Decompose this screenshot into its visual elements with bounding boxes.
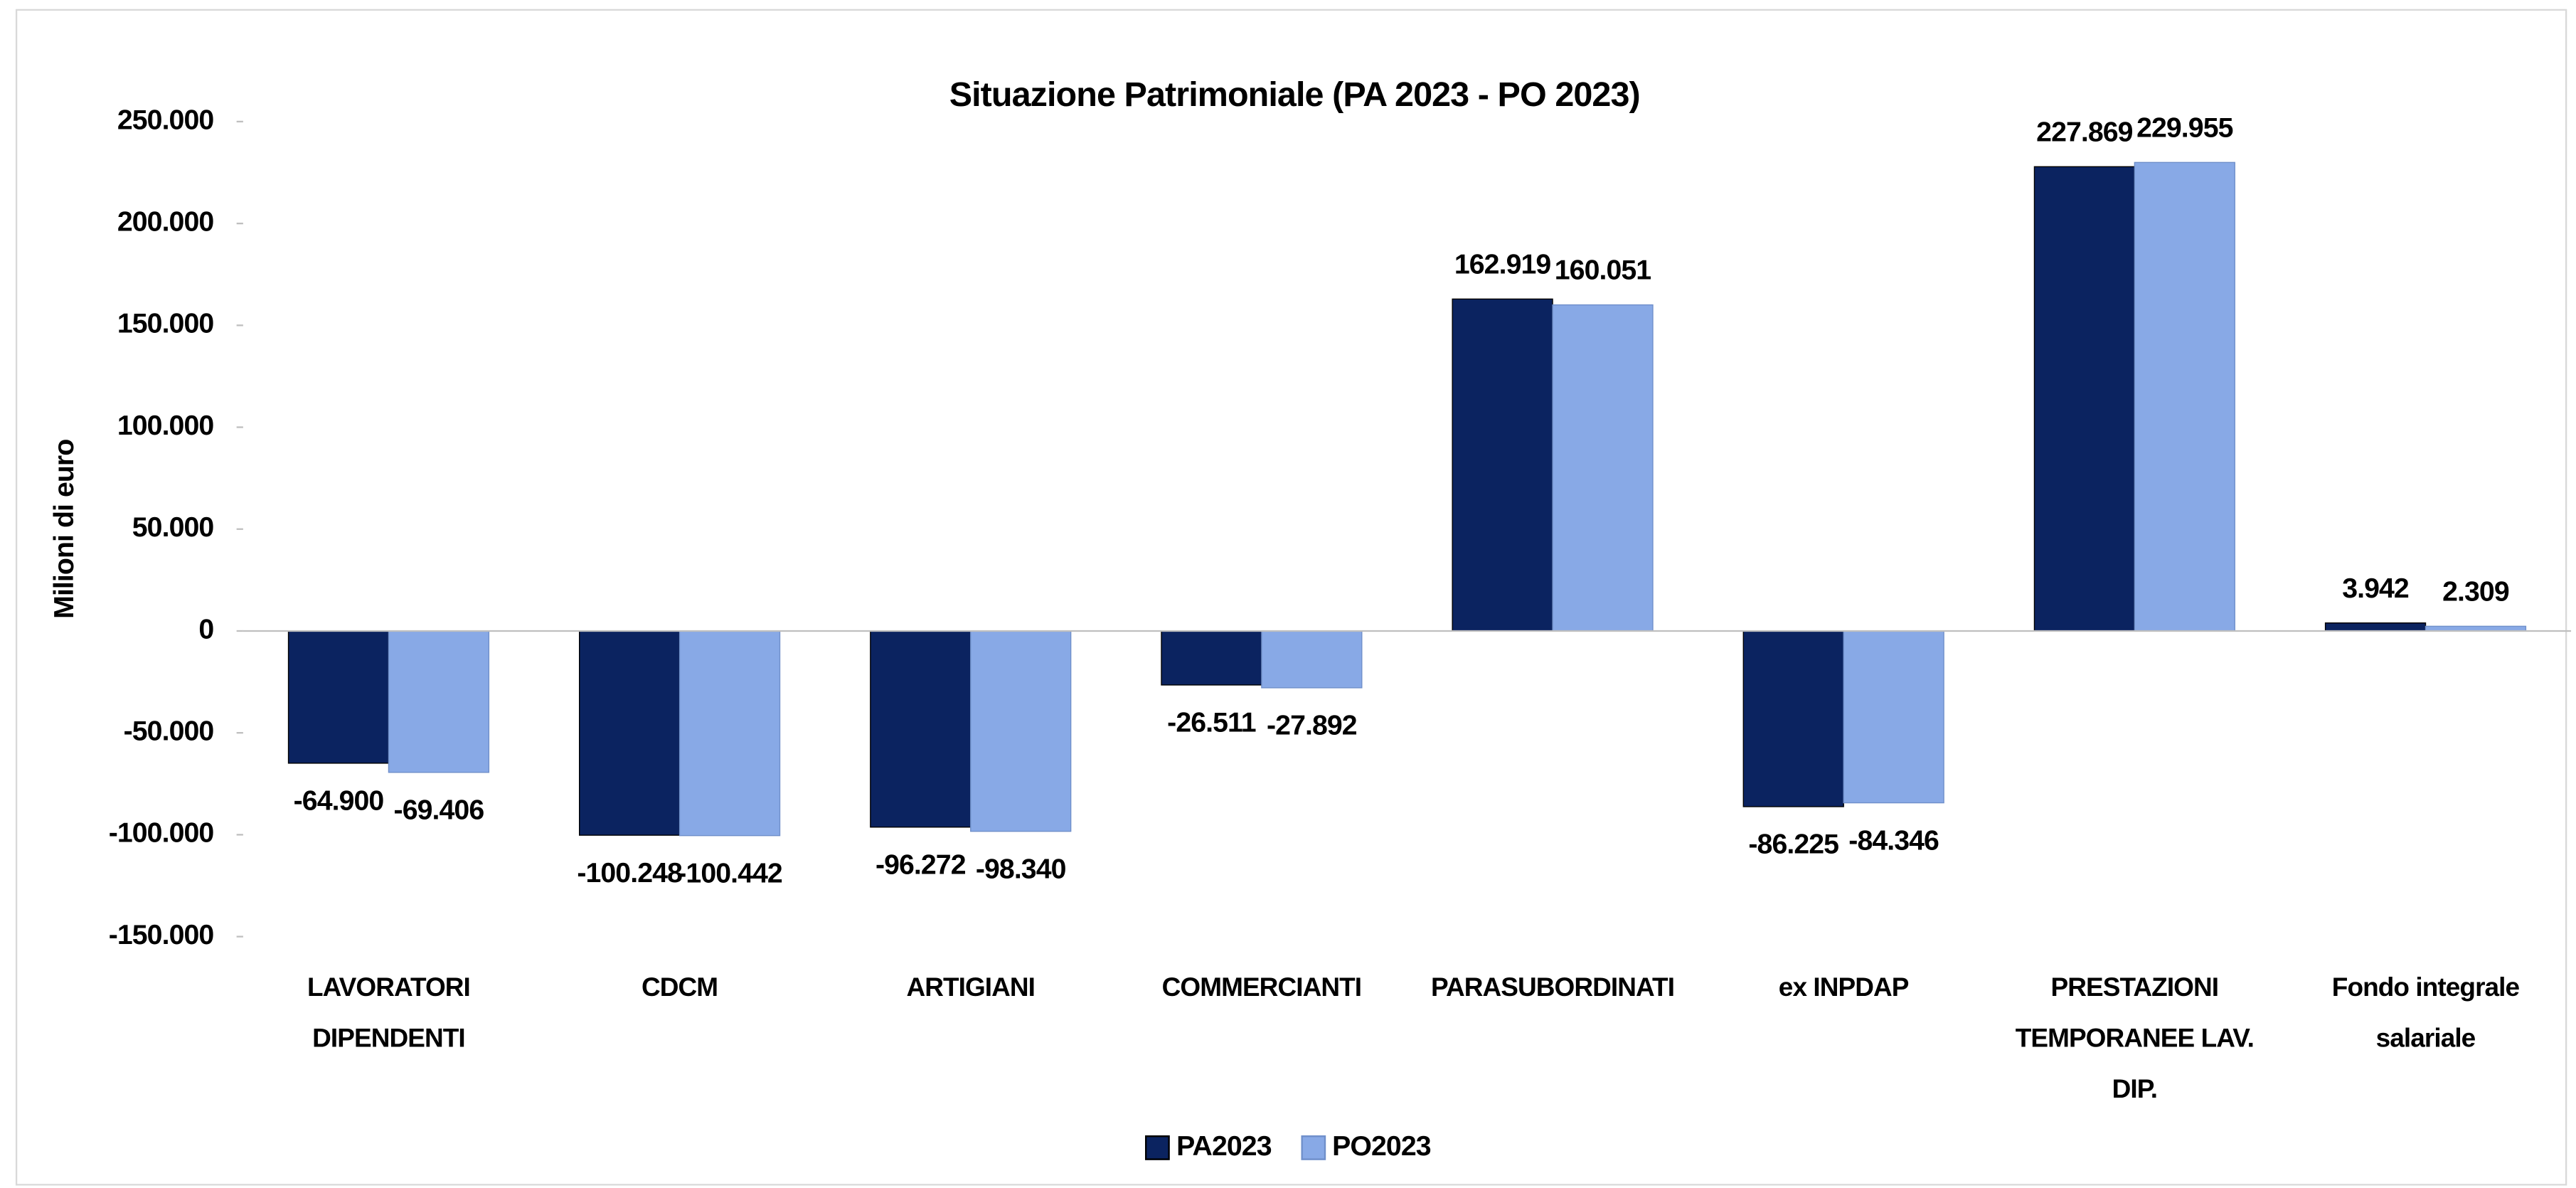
- y-tick-label: 250.000: [117, 104, 214, 135]
- chart-border: [15, 9, 2567, 1186]
- data-label: 229.955: [2136, 112, 2233, 144]
- data-label: -100.442: [677, 857, 782, 889]
- bar: [1452, 298, 1553, 632]
- data-label: -26.511: [1167, 707, 1256, 738]
- bar: [2134, 161, 2235, 632]
- data-label: 160.051: [1555, 255, 1651, 286]
- y-tick-label: 50.000: [132, 511, 214, 543]
- data-label: -84.346: [1848, 824, 1939, 856]
- bar: [287, 630, 390, 764]
- y-tick-label: 0: [198, 613, 213, 645]
- y-tick-label: 150.000: [117, 308, 214, 339]
- x-tick-label: CDCM: [641, 974, 718, 1002]
- data-label: -64.900: [294, 785, 384, 817]
- bar: [1552, 304, 1654, 632]
- y-tick-label: -150.000: [109, 919, 214, 950]
- bar: [1843, 630, 1944, 804]
- legend: PA2023 PO2023: [0, 1130, 2576, 1163]
- y-tick-label: -100.000: [109, 817, 214, 849]
- bar: [970, 630, 1072, 832]
- bar: [1161, 630, 1262, 686]
- y-tick-label: -50.000: [124, 716, 214, 747]
- data-label: -27.892: [1267, 710, 1357, 741]
- legend-swatch: [1301, 1134, 1326, 1160]
- legend-swatch: [1145, 1134, 1170, 1160]
- legend-label: PA2023: [1176, 1130, 1272, 1162]
- data-label: -69.406: [394, 795, 484, 826]
- y-tick-label: 100.000: [117, 410, 214, 441]
- bar: [2033, 166, 2136, 632]
- legend-item: PA2023: [1145, 1130, 1272, 1163]
- data-label: -100.248: [577, 857, 682, 889]
- x-tick-label: ARTIGIANI: [906, 974, 1036, 1002]
- data-label: -98.340: [976, 853, 1066, 884]
- bar: [1261, 630, 1363, 689]
- y-axis-label: Milioni di euro: [48, 440, 80, 619]
- x-tick-label: Fondo integrale salariale: [2331, 974, 2520, 1054]
- legend-item: PO2023: [1301, 1130, 1432, 1163]
- x-tick-label: LAVORATORI DIPENDENTI: [307, 974, 471, 1054]
- data-label: -96.272: [875, 849, 966, 881]
- y-tick-label: 200.000: [117, 206, 214, 238]
- data-label: 2.309: [2442, 576, 2509, 608]
- x-tick-label: ex INPDAP: [1778, 974, 1910, 1002]
- bar: [678, 630, 781, 837]
- bar: [388, 630, 490, 773]
- x-tick-label: PRESTAZIONI TEMPORANEE LAV. DIP.: [2015, 974, 2255, 1105]
- bar: [578, 630, 681, 836]
- legend-label: PO2023: [1332, 1130, 1431, 1162]
- x-tick-label: COMMERCIANTI: [1161, 974, 1362, 1002]
- chart-title: Situazione Patrimoniale (PA 2023 - PO 20…: [949, 75, 1640, 114]
- data-label: 162.919: [1454, 249, 1551, 280]
- data-label: -86.225: [1748, 829, 1838, 860]
- bar: [870, 630, 972, 828]
- data-label: 227.869: [2036, 116, 2133, 147]
- bar: [1742, 630, 1844, 807]
- x-tick-label: PARASUBORDINATI: [1431, 974, 1675, 1002]
- data-label: 3.942: [2342, 573, 2409, 604]
- bar: [2324, 622, 2427, 632]
